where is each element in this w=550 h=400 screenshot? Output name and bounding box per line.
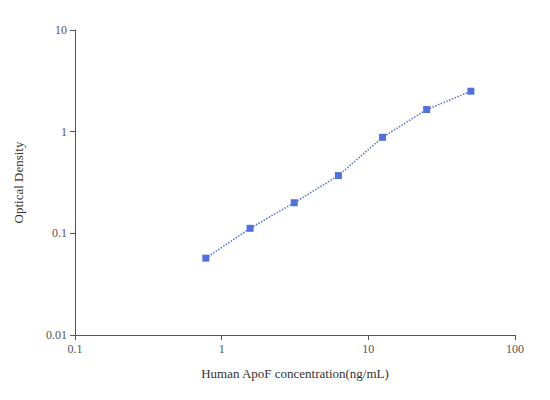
svg-text:Optical Density: Optical Density [11,141,26,223]
svg-text:0.1: 0.1 [52,226,67,240]
svg-text:1: 1 [61,125,67,139]
svg-text:100: 100 [506,342,524,356]
svg-text:Human ApoF concentration(ng/mL: Human ApoF concentration(ng/mL) [201,366,389,381]
svg-text:10: 10 [55,23,67,37]
svg-text:1: 1 [219,342,225,356]
svg-text:10: 10 [362,342,374,356]
svg-text:0.01: 0.01 [46,328,67,342]
svg-text:0.1: 0.1 [68,342,83,356]
